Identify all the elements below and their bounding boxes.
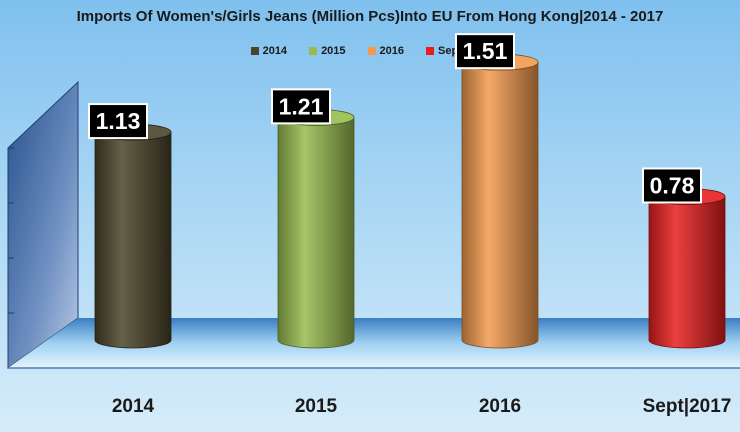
data-label-box bbox=[642, 167, 702, 204]
data-label-box bbox=[455, 33, 515, 70]
legend-item: 2014 bbox=[250, 45, 288, 57]
legend-swatch bbox=[250, 47, 259, 55]
legend-label: 2014 bbox=[262, 45, 288, 57]
legend-swatch bbox=[367, 47, 376, 55]
legend-label: 2016 bbox=[379, 45, 405, 57]
data-label: 1.21 bbox=[279, 93, 324, 119]
data-label: 1.51 bbox=[463, 38, 508, 64]
bar-2016 bbox=[461, 62, 539, 349]
bar-sept2017 bbox=[648, 196, 726, 349]
category-label: 2016 bbox=[479, 396, 521, 417]
legend-swatch bbox=[309, 47, 318, 55]
legend-label: 2015 bbox=[321, 45, 346, 57]
data-label: 0.78 bbox=[650, 172, 695, 198]
bar-2015 bbox=[277, 117, 355, 349]
data-label-box bbox=[88, 103, 148, 140]
bar-2014 bbox=[94, 131, 172, 349]
data-label-box bbox=[271, 88, 331, 125]
chart-wall bbox=[7, 80, 79, 369]
chart-title: Imports Of Women's/Girls Jeans (Million … bbox=[76, 8, 664, 25]
category-label: 2014 bbox=[112, 396, 155, 417]
legend-item: 2015 bbox=[309, 45, 346, 57]
bars: 1.13 1.21 1.51 0.78 bbox=[88, 33, 726, 349]
legend-swatch bbox=[426, 47, 435, 55]
category-label: 2015 bbox=[295, 396, 338, 417]
legend-item: 2016 bbox=[367, 45, 405, 57]
data-label: 1.13 bbox=[96, 108, 141, 134]
chart-floor bbox=[8, 318, 740, 368]
category-label: Sept|2017 bbox=[643, 396, 732, 417]
